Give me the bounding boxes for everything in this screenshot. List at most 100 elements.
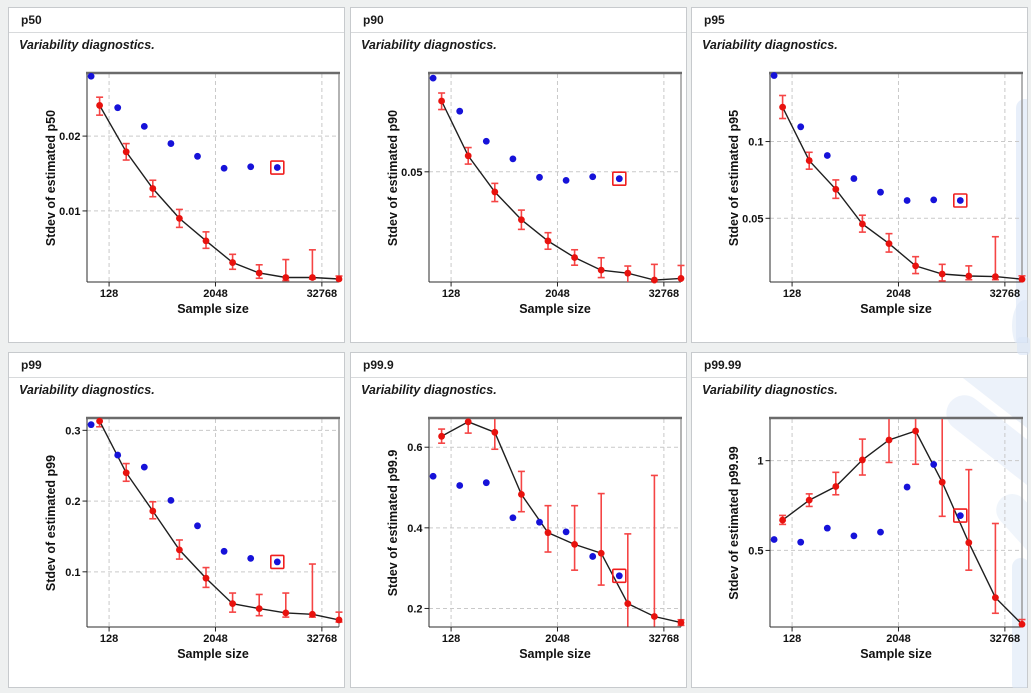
svg-text:2048: 2048 xyxy=(545,633,569,645)
fit-line xyxy=(782,430,1023,625)
svg-text:128: 128 xyxy=(100,288,118,300)
svg-text:32768: 32768 xyxy=(990,288,1021,300)
y-axis: 0.5 1 Stdev of estimated p99.99 xyxy=(727,446,770,600)
panel-title: p95 xyxy=(692,8,1027,33)
chart-p50: Variability diagnostics. 128 2048 32768 Sam… xyxy=(9,33,344,343)
x-axis: 128 2048 32768 Sample size xyxy=(442,282,679,316)
plot-frame xyxy=(769,71,1023,283)
y-axis-title: Stdev of estimated p50 xyxy=(44,110,58,246)
blue-points xyxy=(87,72,281,172)
blue-points xyxy=(770,461,964,546)
red-points xyxy=(779,427,1026,628)
x-axis-title: Sample size xyxy=(177,302,249,316)
fit-line xyxy=(98,105,340,280)
svg-text:32768: 32768 xyxy=(307,633,338,645)
panel-p99-9: p99.9 Variability diagnostics. 128 2048 32… xyxy=(350,352,687,688)
panel-title: p99 xyxy=(9,353,344,378)
chart-p99-9: Variability diagnostics. 128 2048 32768 Sam… xyxy=(351,378,686,688)
panel-p50: p50 Variability diagnostics. 128 2048 3276… xyxy=(8,7,345,343)
svg-text:128: 128 xyxy=(442,633,460,645)
chart-canvas-p99-9: 128 2048 32768 Sample size 0.2 0.4 0.6 Stdev of… xyxy=(386,416,685,661)
panel-title-text: p99.9 xyxy=(363,358,394,372)
y-axis-title: Stdev of estimated p90 xyxy=(386,110,400,246)
red-error-bars xyxy=(96,419,343,623)
panel-p95: p95 Variability diagnostics. 128 2048 3276… xyxy=(691,7,1028,343)
chart-subtitle: Variability diagnostics. xyxy=(19,38,155,52)
panel-title: p90 xyxy=(351,8,686,33)
svg-text:0.1: 0.1 xyxy=(65,567,80,579)
panel-p99-99: p99.99 Variability diagnostics. 128 2048 3… xyxy=(691,352,1028,688)
gridlines xyxy=(87,74,339,282)
chart-p99-99: Variability diagnostics. 128 2048 32768 Sam… xyxy=(692,378,1027,688)
blue-points xyxy=(429,472,623,580)
fit-line xyxy=(441,421,682,624)
x-axis-title: Sample size xyxy=(177,647,249,661)
panel-p99: p99 Variability diagnostics. 128 2048 3276… xyxy=(8,352,345,688)
svg-text:0.6: 0.6 xyxy=(407,442,422,454)
svg-text:128: 128 xyxy=(100,633,118,645)
svg-text:0.01: 0.01 xyxy=(59,206,80,218)
gridlines xyxy=(429,74,681,282)
watermark-artifact xyxy=(1012,99,1027,343)
svg-text:0.2: 0.2 xyxy=(407,603,422,615)
x-axis-title: Sample size xyxy=(860,302,932,316)
highlight-square xyxy=(953,193,968,208)
plot-frame xyxy=(769,416,1023,628)
svg-text:2048: 2048 xyxy=(886,288,910,300)
svg-text:0.2: 0.2 xyxy=(65,496,80,508)
chart-p90: Variability diagnostics. 128 2048 32768 Sam… xyxy=(351,33,686,343)
panel-title: p50 xyxy=(9,8,344,33)
svg-text:32768: 32768 xyxy=(990,633,1021,645)
gridlines xyxy=(770,419,1022,627)
svg-text:0.05: 0.05 xyxy=(401,167,422,179)
panel-title-text: p90 xyxy=(363,13,384,27)
red-points xyxy=(438,418,685,626)
svg-text:2048: 2048 xyxy=(203,288,227,300)
red-error-bars xyxy=(438,92,685,282)
chart-subtitle: Variability diagnostics. xyxy=(361,383,497,397)
chart-subtitle: Variability diagnostics. xyxy=(702,383,838,397)
red-points xyxy=(438,97,685,284)
red-points xyxy=(96,417,343,624)
x-axis-title: Sample size xyxy=(519,647,591,661)
panel-title-text: p95 xyxy=(704,13,725,27)
svg-text:32768: 32768 xyxy=(307,288,338,300)
panel-p90: p90 Variability diagnostics. 128 2048 3276… xyxy=(350,7,687,343)
panel-title-text: p99 xyxy=(21,358,42,372)
svg-text:128: 128 xyxy=(442,288,460,300)
fit-line xyxy=(98,420,340,621)
y-axis-title: Stdev of estimated p99.99 xyxy=(727,446,741,600)
panel-title-text: p99.99 xyxy=(704,358,742,372)
y-axis: 0.1 0.2 0.3 Stdev of estimated p99 xyxy=(44,425,87,591)
highlight-square xyxy=(270,554,285,570)
x-axis-title: Sample size xyxy=(519,302,591,316)
panel-title: p99.99 xyxy=(692,353,1027,378)
chart-p95: Variability diagnostics. 128 2048 32768 Sam… xyxy=(692,33,1027,343)
x-axis: 128 2048 32768 Sample size xyxy=(100,282,337,316)
svg-text:0.1: 0.1 xyxy=(748,137,763,149)
plot-frame xyxy=(428,71,682,283)
plot-frame xyxy=(428,416,682,628)
blue-points xyxy=(429,74,623,184)
fit-line xyxy=(781,106,1023,280)
blue-points xyxy=(87,421,281,566)
gridlines xyxy=(770,74,1022,282)
highlight-square xyxy=(953,508,968,523)
chart-p99: Variability diagnostics. 128 2048 32768 Sam… xyxy=(9,378,344,688)
blue-points xyxy=(770,72,964,204)
red-error-bars xyxy=(438,419,685,627)
chart-canvas-p95: 128 2048 32768 Sample size 0.05 0.1 Stdev of e… xyxy=(727,71,1027,343)
y-axis: 0.2 0.4 0.6 Stdev of estimated p99.9 xyxy=(386,442,429,615)
panel-title-text: p50 xyxy=(21,13,42,27)
x-axis: 128 2048 32768 Sample size xyxy=(783,627,1020,661)
x-axis: 128 2048 32768 Sample size xyxy=(442,627,679,661)
x-axis: 128 2048 32768 Sample size xyxy=(783,282,1020,316)
chart-subtitle: Variability diagnostics. xyxy=(19,383,155,397)
svg-text:0.4: 0.4 xyxy=(407,523,423,535)
y-axis-title: Stdev of estimated p95 xyxy=(727,110,741,246)
svg-text:2048: 2048 xyxy=(886,633,910,645)
chart-canvas-p99: 128 2048 32768 Sample size 0.1 0.2 0.3 Stdev of… xyxy=(44,416,343,661)
